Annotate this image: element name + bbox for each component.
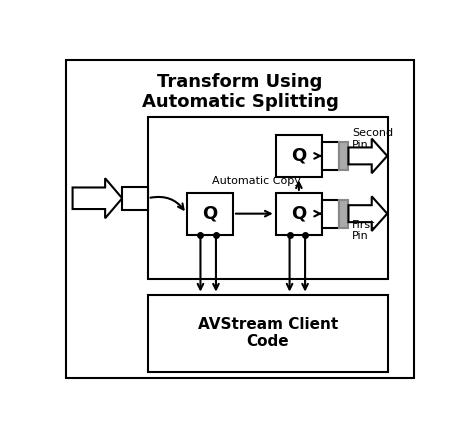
Bar <box>187 193 233 235</box>
Text: First
Pin: First Pin <box>352 220 376 242</box>
Bar <box>339 142 348 170</box>
Bar <box>122 187 148 210</box>
Text: Q: Q <box>202 205 217 223</box>
Text: Transform Using
Automatic Splitting: Transform Using Automatic Splitting <box>142 73 339 111</box>
Bar <box>322 142 339 170</box>
Bar <box>148 294 388 372</box>
Polygon shape <box>348 196 387 231</box>
Polygon shape <box>348 139 387 173</box>
Text: Second
Pin: Second Pin <box>352 128 393 150</box>
Bar <box>276 193 322 235</box>
Bar <box>148 117 388 279</box>
Bar <box>276 135 322 178</box>
Polygon shape <box>73 178 122 218</box>
Text: AVStream Client
Code: AVStream Client Code <box>198 317 338 349</box>
Bar <box>339 200 348 227</box>
Text: Q: Q <box>291 147 307 165</box>
Text: Automatic Copy: Automatic Copy <box>212 176 301 186</box>
Bar <box>322 200 339 227</box>
Text: Q: Q <box>291 205 307 223</box>
